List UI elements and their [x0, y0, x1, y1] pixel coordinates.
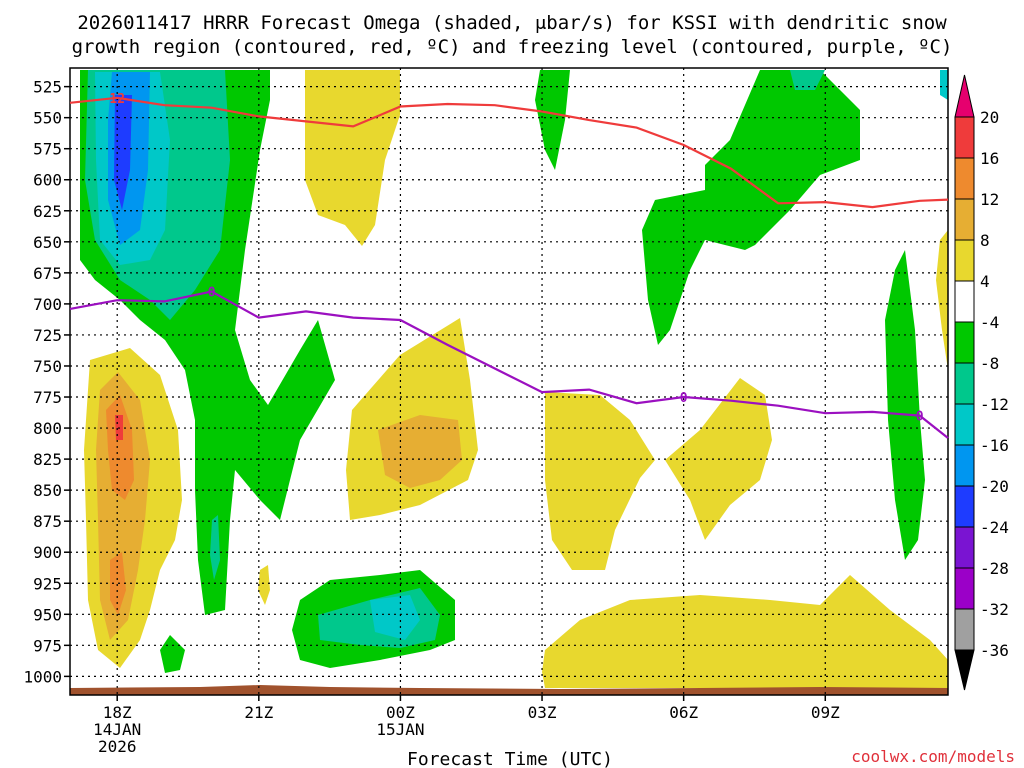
y-tick-label: 900 — [33, 543, 62, 562]
y-axis-pressure: 525 550 575 600 625 650 675 700 725 750 775 800 825 8… — [23, 78, 70, 686]
colorbar-top-arrow — [954, 74, 975, 118]
colorbar-level-label: -32 — [980, 600, 1009, 619]
colorbar-level-label: -12 — [980, 395, 1009, 414]
colorbar-level-label: -16 — [980, 436, 1009, 455]
y-tick-label: 600 — [33, 171, 62, 190]
x-tick-label: 03Z — [528, 703, 557, 722]
chart-title-line-1: 2026011417 HRRR Forecast Omega (shaded, … — [77, 12, 947, 34]
colorbar-swatch — [954, 526, 975, 569]
x-axis-label: Forecast Time (UTC) — [407, 749, 613, 768]
colorbar-swatch — [954, 280, 975, 323]
colorbar-level-label: 16 — [980, 149, 999, 168]
x-tick-date: 15JAN — [376, 720, 424, 739]
chart-title-line-2: growth region (contoured, red, ºC) and f… — [72, 36, 953, 58]
y-tick-label: 950 — [33, 605, 62, 624]
colorbar-swatch — [954, 198, 975, 241]
y-tick-label: 825 — [33, 450, 62, 469]
y-tick-label: 1000 — [23, 667, 62, 686]
x-tick-year: 2026 — [98, 737, 137, 756]
y-tick-label: 525 — [33, 78, 62, 97]
colorbar-bottom-arrow — [954, 649, 975, 691]
colorbar-swatch — [954, 362, 975, 405]
colorbar-level-label: -24 — [980, 518, 1009, 537]
y-tick-label: 800 — [33, 419, 62, 438]
y-tick-label: 700 — [33, 295, 62, 314]
colorbar-swatch — [954, 321, 975, 364]
x-tick-date: 14JAN — [93, 720, 141, 739]
x-tick-label: 06Z — [669, 703, 698, 722]
y-tick-label: 675 — [33, 264, 62, 283]
colorbar-swatch — [954, 444, 975, 487]
y-tick-label: 750 — [33, 357, 62, 376]
y-tick-label: 725 — [33, 326, 62, 345]
contour-label: 0 — [208, 285, 216, 300]
y-tick-label: 925 — [33, 574, 62, 593]
contour-label: 0 — [680, 391, 688, 406]
contour-label: 0 — [916, 410, 924, 425]
colorbar-level-label: 8 — [980, 231, 990, 250]
colorbar-level-label: -4 — [980, 313, 999, 332]
colorbar-swatch — [954, 567, 975, 610]
contour-label: 12 — [109, 92, 125, 107]
colorbar-level-label: 4 — [980, 272, 990, 291]
y-tick-label: 875 — [33, 512, 62, 531]
colorbar-legend: 20 16 12 8 4 -4 -8 -12 -16 -20 -24 -28 -32 -36 — [954, 74, 1009, 691]
plot-frame — [69, 67, 949, 696]
credit-text: coolwx.com/models — [851, 747, 1015, 766]
omega-shading — [70, 68, 948, 695]
x-tick-label: 09Z — [811, 703, 840, 722]
contour-line-0 — [69, 96, 949, 209]
contour-line-1 — [69, 290, 949, 439]
y-tick-label: 575 — [33, 140, 62, 159]
y-tick-label: 775 — [33, 388, 62, 407]
colorbar-swatch — [954, 608, 975, 651]
colorbar-level-label: -20 — [980, 477, 1009, 496]
colorbar-swatch — [954, 116, 975, 159]
x-tick-label: 18Z — [103, 703, 132, 722]
colorbar-level-label: -8 — [980, 354, 999, 373]
y-tick-label: 975 — [33, 636, 62, 655]
colorbar-swatch — [954, 239, 975, 282]
x-tick-label: 21Z — [244, 703, 273, 722]
y-tick-label: 850 — [33, 481, 62, 500]
colorbar-swatch — [954, 157, 975, 200]
y-tick-label: 550 — [33, 109, 62, 128]
colorbar-level-label: -36 — [980, 641, 1009, 660]
y-tick-label: 650 — [33, 233, 62, 252]
colorbar-level-label: 12 — [980, 190, 999, 209]
y-tick-label: 625 — [33, 202, 62, 221]
colorbar-swatch — [954, 403, 975, 446]
x-tick-label: 00Z — [386, 703, 415, 722]
colorbar-swatch — [954, 485, 975, 528]
contour-lines: 12 0 0 0 — [69, 92, 949, 439]
colorbar-level-label: 20 — [980, 108, 999, 127]
colorbar-level-label: -28 — [980, 559, 1009, 578]
gridlines — [70, 68, 948, 695]
